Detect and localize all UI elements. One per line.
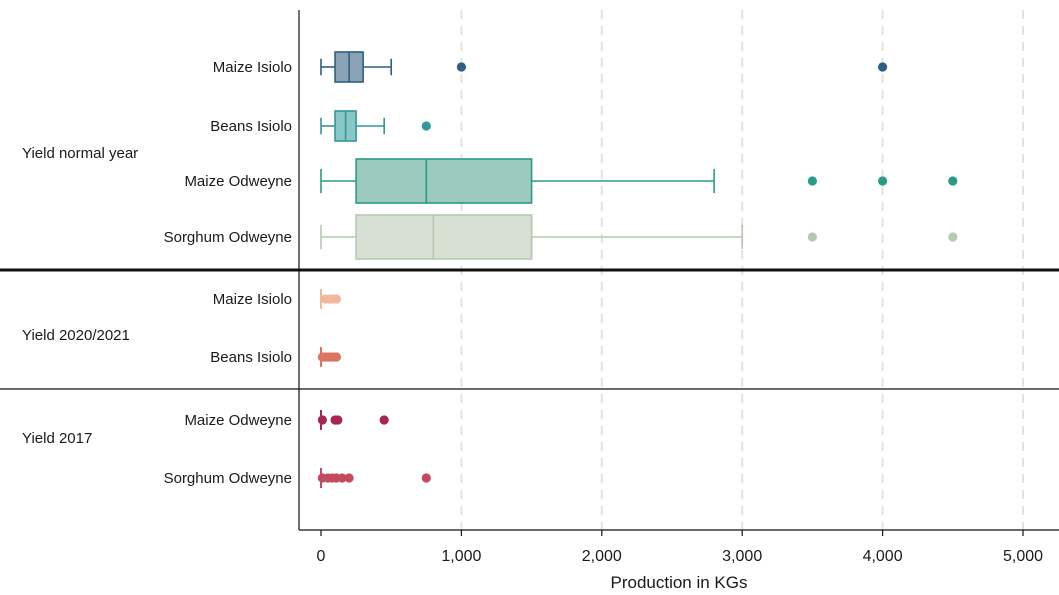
outlier-point (379, 415, 389, 425)
outlier-point (456, 62, 466, 72)
outlier-point (344, 473, 354, 483)
box (355, 158, 533, 204)
box-plot-sorghum-odweyne (317, 468, 431, 488)
outlier-point (333, 415, 343, 425)
series-label: Maize Isiolo (213, 291, 292, 308)
box-plot-maize-odweyne (317, 410, 389, 430)
series-label: Maize Odweyne (184, 173, 292, 190)
labels: 0 1,000 2,000 3,000 4,000 5,000 Yield normal y… (22, 59, 1043, 565)
outlier-point (317, 415, 328, 425)
x-tick-label: 5,000 (1003, 548, 1043, 565)
outlier-point (331, 352, 342, 362)
box-plot-maize-isiolo (320, 289, 342, 309)
box-plot-beans-isiolo (320, 110, 431, 142)
series-label: Beans Isiolo (210, 349, 292, 366)
series-label: Maize Odweyne (184, 412, 292, 429)
box-plot-maize-odweyne (320, 158, 958, 204)
outlier-point (878, 176, 888, 186)
group-label: Yield 2020/2021 (22, 327, 130, 344)
box-plot-beans-isiolo (317, 347, 342, 367)
outlier-point (421, 473, 431, 483)
outlier-point (331, 294, 342, 304)
x-tick-label: 1,000 (441, 548, 481, 565)
box-plot-sorghum-odweyne (320, 214, 958, 260)
outlier-point (421, 121, 431, 131)
x-tick-label: 3,000 (722, 548, 762, 565)
outlier-point (878, 62, 888, 72)
group-label: Yield 2017 (22, 430, 92, 447)
outlier-point (807, 176, 818, 186)
axes (0, 10, 1059, 536)
series-label: Sorghum Odweyne (164, 470, 292, 487)
outlier-point (948, 176, 958, 186)
x-axis-title: Production in KGs (610, 573, 747, 592)
x-tick-label: 4,000 (863, 548, 903, 565)
series-label: Sorghum Odweyne (164, 229, 292, 246)
x-tick-label: 0 (317, 548, 326, 565)
box (355, 214, 533, 260)
outlier-point (807, 232, 818, 242)
group-label: Yield normal year (22, 145, 138, 162)
series-label: Beans Isiolo (210, 118, 292, 135)
outlier-point (337, 473, 347, 483)
x-tick-label: 2,000 (582, 548, 622, 565)
outlier-point (948, 232, 958, 242)
series-label: Maize Isiolo (213, 59, 292, 76)
box-plot-maize-isiolo (320, 51, 888, 83)
box-plots (317, 51, 958, 488)
